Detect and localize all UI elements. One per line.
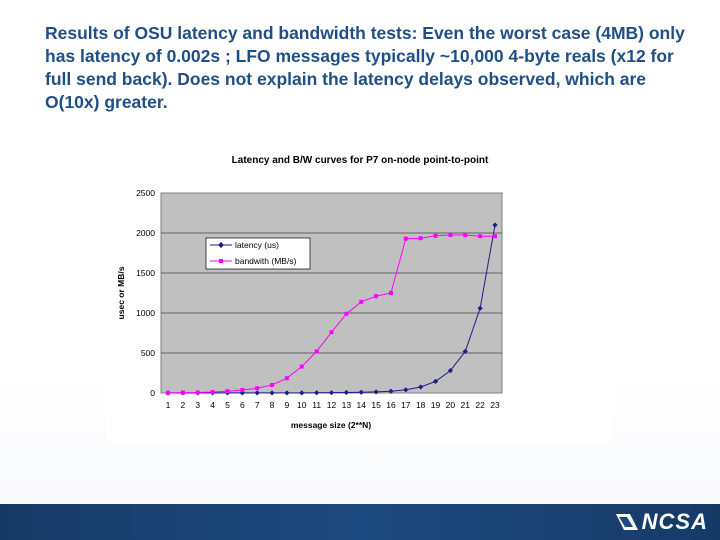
legend-bandwidth-label: bandwith (MB/s) [235, 256, 297, 266]
x-tick-label: 23 [490, 400, 500, 410]
x-tick-label: 13 [342, 400, 352, 410]
bandwidth-point [314, 349, 319, 354]
grid-lines [161, 232, 502, 354]
y-tick-labels: 0 500 1000 1500 2000 2500 [136, 188, 155, 398]
x-tick-label: 18 [416, 400, 426, 410]
latency-point [358, 389, 364, 395]
x-axis-label: message size (2**N) [291, 420, 371, 430]
legend-latency-label: latency (us) [235, 240, 279, 250]
latency-point [477, 305, 483, 311]
latency-point [418, 384, 424, 390]
x-tick-label: 2 [180, 400, 185, 410]
latency-point [373, 389, 379, 395]
bandwidth-point [210, 390, 215, 395]
latency-point [314, 390, 320, 396]
bandwidth-point [270, 383, 275, 387]
latency-point [447, 368, 454, 374]
x-tick-label: 8 [270, 400, 275, 410]
x-tick-label: 19 [431, 400, 441, 410]
x-tick-label: 11 [312, 400, 321, 410]
x-tick-label: 15 [371, 400, 381, 410]
x-tick-label: 7 [255, 400, 260, 410]
x-tick-label: 1 [166, 400, 171, 410]
bandwidth-point [225, 389, 230, 394]
bandwidth-point [166, 390, 170, 395]
bandwidth-point [299, 364, 304, 369]
bandwidth-point [240, 387, 245, 392]
y-axis-label: usec or MB/s [116, 266, 126, 319]
bandwidth-point [195, 390, 200, 395]
ncsa-logo-text: NCSA [641, 509, 708, 534]
legend-box [205, 237, 311, 270]
bandwidth-point [403, 236, 408, 241]
x-tick-label: 22 [475, 400, 485, 410]
bandwidth-point [255, 386, 260, 391]
bandwidth-point [284, 376, 289, 381]
x-tick-label: 6 [240, 400, 245, 410]
legend-bandwidth-marker [219, 259, 223, 263]
x-tick-label: 12 [327, 400, 337, 410]
x-tick-label: 10 [297, 400, 307, 410]
bandwidth-point [448, 233, 453, 237]
latency-point [403, 387, 409, 393]
x-tick-label: 21 [461, 400, 471, 410]
y-tick-label: 2000 [136, 228, 155, 238]
bandwidth-point [180, 390, 185, 395]
y-tick-label: 0 [150, 388, 155, 398]
latency-bandwidth-chart: Latency and B/W curves for P7 on-node po… [116, 155, 503, 430]
x-tick-label: 16 [386, 400, 396, 410]
bandwidth-point [344, 311, 349, 316]
x-tick-label: 9 [285, 400, 290, 410]
x-tick-labels: 1 2 3 4 5 6 7 8 9 10 11 12 13 14 15 16 17 18 19 20 21 22 23 [166, 400, 500, 410]
legend-latency-marker [218, 242, 224, 248]
latency-point [254, 390, 260, 396]
y-tick-label: 1000 [136, 308, 155, 318]
x-tick-label: 4 [210, 400, 215, 410]
latency-point [462, 348, 468, 354]
bandwidth-point [478, 234, 483, 239]
chart-title: Latency and B/W curves for P7 on-node po… [232, 155, 489, 166]
legend: latency (us) bandwith (MB/s) [205, 237, 311, 270]
slide-title: Results of OSU latency and bandwidth tes… [45, 23, 685, 112]
bandwidth-point [463, 233, 468, 237]
latency-point [328, 390, 335, 396]
x-tick-label: 5 [225, 400, 230, 410]
footer-bar: NCSA [0, 504, 720, 540]
bandwidth-point [388, 291, 393, 295]
plot-area [160, 192, 503, 394]
bandwidth-point [433, 233, 438, 238]
bandwidth-point [493, 234, 497, 239]
bandwidth-point [329, 330, 334, 335]
x-tick-label: 3 [195, 400, 200, 410]
ncsa-logo-icon [615, 514, 638, 530]
y-tick-label: 500 [141, 348, 155, 358]
y-tick-label: 1500 [136, 268, 155, 278]
x-tick-label: 14 [356, 400, 366, 410]
bandwidth-point [359, 299, 364, 304]
bandwidth-point [374, 294, 379, 299]
ncsa-logo: NCSA [615, 509, 708, 535]
x-tick-label: 20 [446, 400, 456, 410]
bandwidth-point [418, 236, 423, 241]
latency-point [388, 388, 394, 394]
y-tick-label: 2500 [136, 188, 155, 198]
x-tick-label: 17 [401, 400, 411, 410]
latency-point [492, 222, 498, 228]
chart-panel: Latency and B/W curves for P7 on-node po… [106, 144, 613, 442]
